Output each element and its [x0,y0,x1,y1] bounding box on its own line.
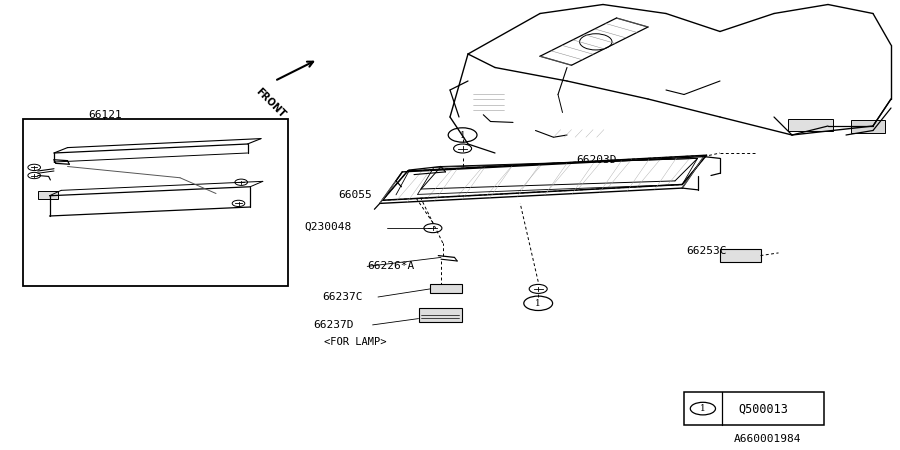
Text: 66226*A: 66226*A [367,261,414,271]
Text: 66253C: 66253C [686,246,726,256]
Bar [418,308,462,322]
Bar [850,120,885,133]
Bar [22,119,288,286]
Text: Q230048: Q230048 [304,221,352,231]
Text: 66237D: 66237D [313,320,354,330]
Text: 66237C: 66237C [322,292,363,302]
Bar [430,284,462,293]
Text: 66121: 66121 [88,110,122,120]
Text: 1: 1 [460,130,465,140]
Text: FRONT: FRONT [253,86,287,120]
Bar [720,249,760,262]
Text: 1: 1 [700,404,706,413]
Text: <FOR LAMP>: <FOR LAMP> [324,337,386,347]
Text: 1: 1 [536,299,541,308]
Text: A660001984: A660001984 [734,434,801,444]
Text: 66055: 66055 [338,190,373,200]
Text: Q500013: Q500013 [738,402,788,415]
Text: 66203D: 66203D [576,155,616,165]
Bar [684,392,824,425]
Bar [788,119,832,130]
Bar [38,191,58,199]
